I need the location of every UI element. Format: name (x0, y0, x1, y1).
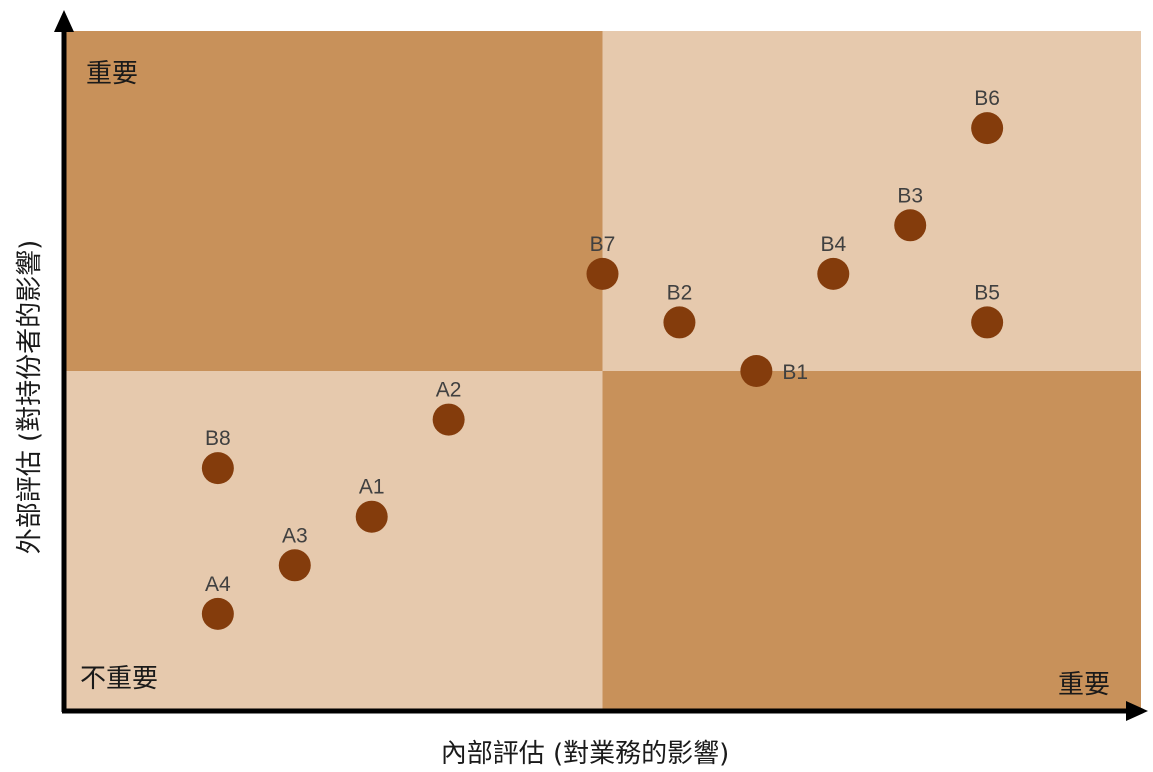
quadrant-bottom-right (602, 371, 1141, 711)
quadrant-label-bottom-right: 重要 (1058, 670, 1110, 700)
data-points: A1 A2 A3 A4 B1 B2 B3 B4 B5 B6 B7 B8 (201, 87, 1004, 630)
data-point-a4 (201, 597, 234, 630)
data-label-a3: A3 (282, 524, 308, 547)
x-axis-label: 內部評估 (對業務的影響) (441, 739, 730, 769)
quadrant-bottom-left (64, 371, 603, 711)
quadrant-backgrounds (64, 31, 1141, 711)
data-label-b6: B6 (974, 87, 1000, 110)
data-point-b5 (971, 306, 1004, 339)
quadrant-label-bottom-left: 不重要 (80, 664, 158, 694)
data-label-b7: B7 (590, 233, 616, 256)
data-point-a3 (278, 549, 311, 582)
data-point-b4 (817, 257, 850, 290)
quadrant-label-top-left: 重要 (86, 59, 138, 89)
data-label-b1: B1 (782, 361, 808, 384)
data-point-b1 (740, 355, 773, 387)
data-label-b5: B5 (974, 281, 1000, 304)
data-label-a1: A1 (359, 476, 385, 499)
x-axis-arrow-icon (1126, 701, 1148, 721)
y-axis-arrow-icon (54, 10, 74, 32)
data-point-b7 (586, 257, 619, 290)
data-label-b4: B4 (820, 233, 846, 256)
data-label-b8: B8 (205, 427, 231, 450)
data-label-b2: B2 (667, 281, 693, 304)
data-label-a4: A4 (205, 573, 231, 596)
data-point-b8 (201, 452, 234, 485)
axes (54, 10, 1148, 721)
data-point-b3 (894, 209, 927, 242)
data-label-a2: A2 (436, 379, 462, 402)
y-axis-label: 外部評估 (對持份者的影響) (15, 240, 45, 555)
data-point-b6 (971, 112, 1004, 145)
data-label-b3: B3 (897, 184, 923, 207)
data-point-a2 (432, 403, 465, 436)
data-point-a1 (355, 500, 388, 533)
data-point-b2 (663, 306, 696, 339)
quadrant-top-left (64, 31, 603, 371)
